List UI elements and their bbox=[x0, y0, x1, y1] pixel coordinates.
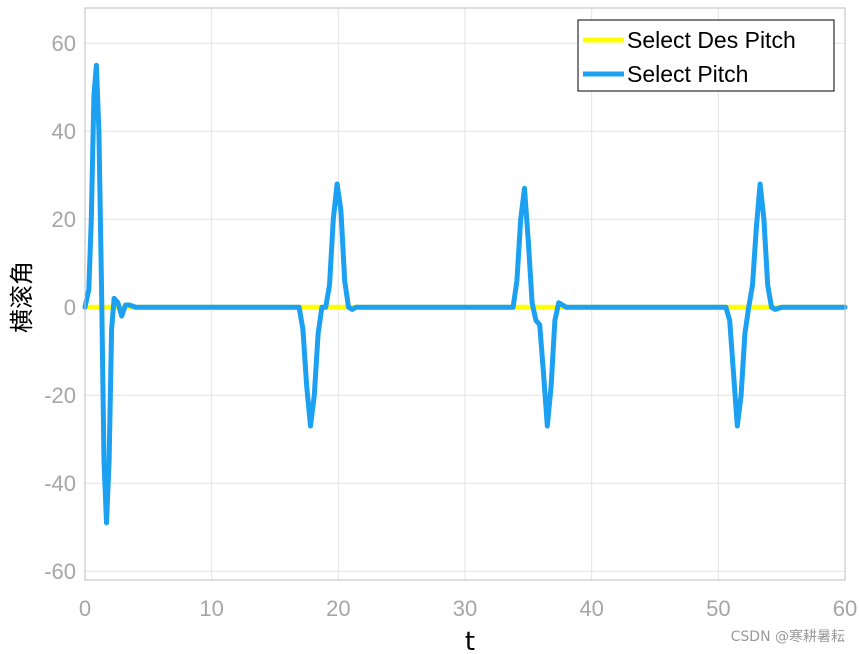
series-layer bbox=[82, 62, 848, 526]
x-axis-label: t bbox=[465, 627, 475, 654]
x-tick-label: 0 bbox=[79, 596, 91, 621]
series-line-pitch bbox=[82, 62, 848, 526]
y-axis-label: 横滚角 bbox=[8, 261, 36, 333]
y-tick-label: 20 bbox=[52, 207, 76, 232]
x-tick-label: 40 bbox=[579, 596, 603, 621]
legend: Select Des Pitch Select Pitch bbox=[577, 19, 835, 92]
x-tick-label: 30 bbox=[453, 596, 477, 621]
watermark-text: CSDN @寒耕暑耘 bbox=[731, 628, 845, 645]
y-tick-label: -60 bbox=[44, 559, 76, 584]
y-tick-label: -20 bbox=[44, 383, 76, 408]
legend-label-pitch: Select Pitch bbox=[627, 61, 748, 87]
x-tick-label: 10 bbox=[199, 596, 223, 621]
y-tick-label: 40 bbox=[52, 119, 76, 144]
x-tick-label: 20 bbox=[326, 596, 350, 621]
x-tick-labels: 0 10 20 30 40 50 60 bbox=[79, 596, 857, 621]
x-tick-label: 60 bbox=[833, 596, 857, 621]
y-tick-label: -40 bbox=[44, 471, 76, 496]
x-tick-label: 50 bbox=[706, 596, 730, 621]
y-tick-labels: -60 -40 -20 0 20 40 60 bbox=[44, 31, 76, 584]
plot-frame bbox=[84, 7, 846, 581]
y-tick-label: 60 bbox=[52, 31, 76, 56]
legend-box bbox=[577, 19, 835, 92]
legend-label-des-pitch: Select Des Pitch bbox=[627, 27, 796, 53]
y-tick-label: 0 bbox=[64, 295, 76, 320]
